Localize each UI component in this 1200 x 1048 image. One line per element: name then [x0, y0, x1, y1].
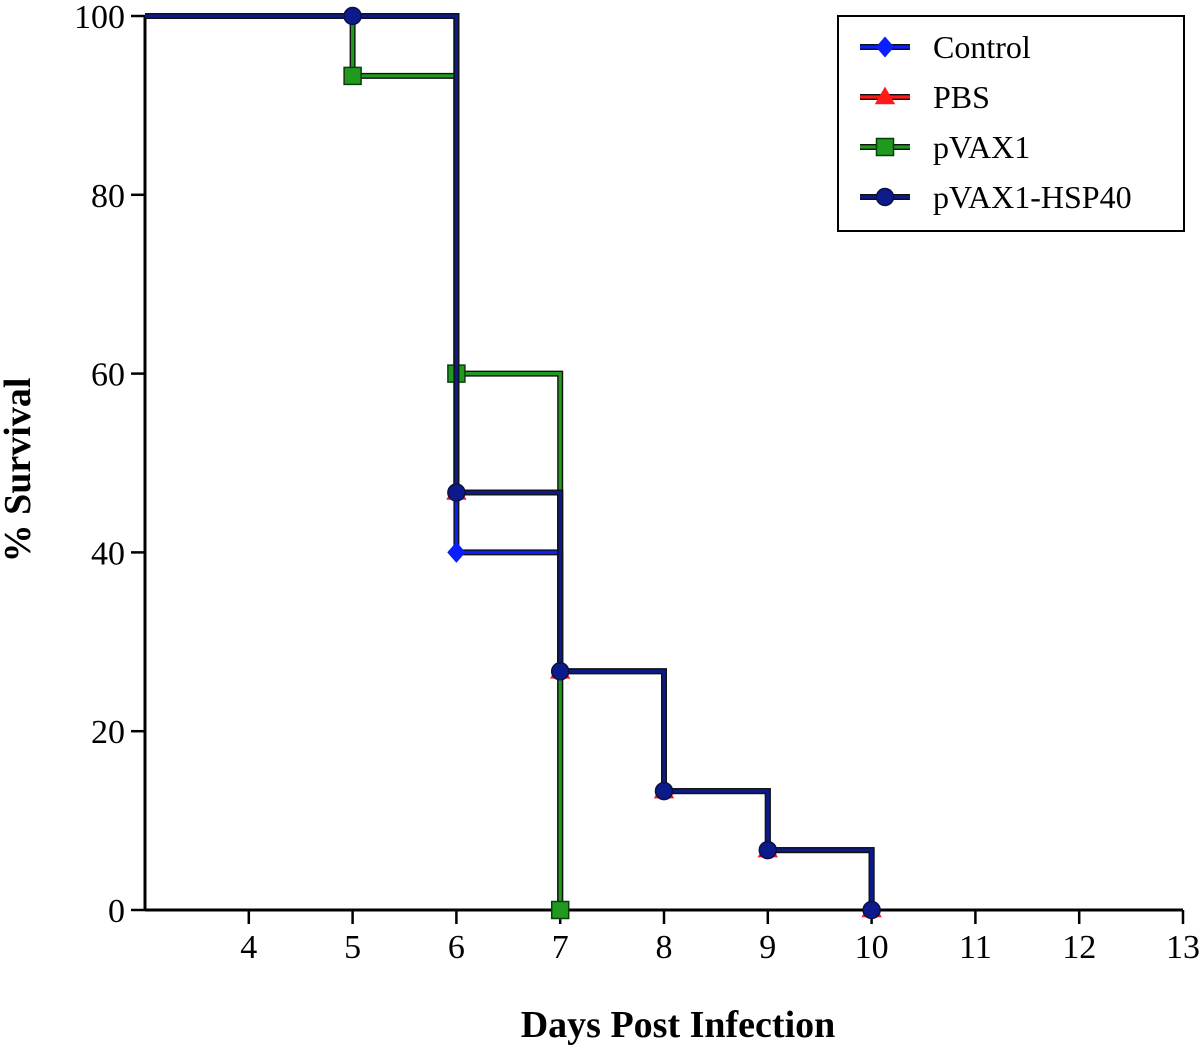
series-line [145, 14, 874, 910]
series-control [145, 13, 570, 921]
series-line-outline [145, 13, 875, 910]
data-point [343, 66, 362, 86]
x-tick-label: 11 [959, 929, 992, 966]
x-tick-label: 7 [552, 929, 569, 966]
y-tick-label: 20 [91, 714, 125, 751]
legend-item: pVAX1-HSP40 [860, 179, 1132, 215]
x-tick-label: 9 [759, 929, 776, 966]
x-axis-title: Days Post Infection [521, 1004, 836, 1046]
x-tick-label: 5 [344, 929, 361, 966]
series-line-outline [145, 13, 875, 910]
data-point [447, 483, 466, 502]
axes: 4 5 6 7 8 9 10 11 12 13 0 20 40 60 80 100 [74, 0, 1200, 966]
legend-marker [875, 137, 895, 157]
series-layer [145, 6, 882, 921]
x-tick-label: 10 [855, 929, 889, 966]
series-pbs [145, 13, 882, 918]
legend-marker [874, 86, 896, 105]
legend-item: PBS [860, 79, 990, 115]
data-point [758, 840, 778, 860]
series-pvax1 [145, 13, 570, 920]
legend: Control PBS pVAX1 pVAX1-HSP40 [837, 15, 1185, 232]
data-point [343, 6, 362, 26]
series-line [145, 14, 562, 910]
data-point [654, 781, 674, 801]
x-tick-label: 8 [656, 929, 673, 966]
legend-label: pVAX1-HSP40 [933, 179, 1132, 215]
data-point [550, 662, 570, 681]
x-tick-label: 6 [448, 929, 465, 966]
y-axis-title: % Survival [0, 378, 39, 563]
series-line-outline [145, 13, 564, 910]
series-pvax1-hsp40 [145, 6, 881, 920]
y-tick-label: 100 [74, 0, 125, 36]
legend-label: PBS [933, 79, 990, 115]
legend-item: pVAX1 [860, 129, 1030, 165]
legend-label: pVAX1 [933, 129, 1030, 165]
y-tick-label: 40 [91, 535, 125, 572]
legend-marker [875, 187, 895, 207]
x-tick-label: 12 [1062, 929, 1096, 966]
legend-label: Control [933, 29, 1031, 65]
data-point [447, 541, 466, 563]
legend-marker [875, 36, 895, 58]
series-line [145, 14, 562, 910]
y-tick-label: 60 [91, 357, 125, 394]
data-point [550, 900, 570, 920]
y-tick-label: 80 [91, 178, 125, 215]
legend-item: Control [860, 29, 1031, 65]
x-tick-label: 13 [1166, 929, 1200, 966]
series-line-outline [145, 13, 564, 910]
series-line [145, 14, 874, 910]
y-tick-label: 0 [108, 893, 125, 930]
data-point [862, 900, 881, 920]
x-tick-label: 4 [240, 929, 257, 966]
